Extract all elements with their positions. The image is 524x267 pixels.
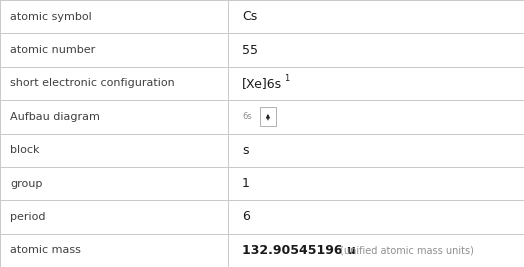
Text: period: period [10, 212, 46, 222]
Text: short electronic configuration: short electronic configuration [10, 78, 174, 88]
Text: group: group [10, 179, 42, 189]
Text: atomic symbol: atomic symbol [10, 12, 92, 22]
Text: [Xe]6s: [Xe]6s [242, 77, 282, 90]
Text: Cs: Cs [242, 10, 257, 23]
Text: 132.90545196 u: 132.90545196 u [242, 244, 356, 257]
Bar [260, 107, 276, 127]
Text: 55: 55 [242, 44, 258, 57]
Text: 6: 6 [242, 210, 250, 223]
Text: s: s [242, 144, 248, 157]
Text: (unified atomic mass units): (unified atomic mass units) [340, 245, 474, 255]
Text: atomic mass: atomic mass [10, 245, 81, 255]
Text: Aufbau diagram: Aufbau diagram [10, 112, 100, 122]
Text: 1: 1 [242, 177, 250, 190]
Text: 6s: 6s [242, 112, 252, 121]
Text: 1: 1 [284, 74, 289, 83]
Text: block: block [10, 145, 39, 155]
Text: atomic number: atomic number [10, 45, 95, 55]
